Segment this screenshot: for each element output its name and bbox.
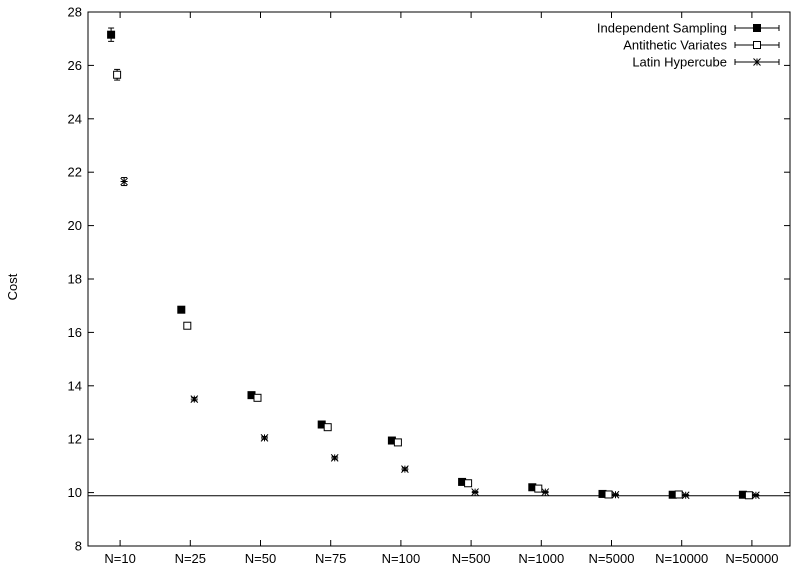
- legend-label: Antithetic Variates: [623, 38, 727, 53]
- data-point: [393, 438, 402, 447]
- data-point: [107, 30, 116, 39]
- data-point: [534, 484, 543, 493]
- x-tick-label: N=1000: [518, 551, 564, 566]
- data-point: [744, 491, 753, 500]
- x-tick-label: N=50000: [725, 551, 778, 566]
- x-tick-label: N=100: [382, 551, 421, 566]
- y-tick-label: 26: [68, 58, 82, 73]
- data-point: [464, 479, 473, 488]
- y-tick-label: 14: [68, 378, 82, 393]
- x-tick-label: N=10: [104, 551, 135, 566]
- data-point: [611, 490, 620, 499]
- data-point: [752, 491, 760, 500]
- data-point: [674, 490, 683, 499]
- data-point: [323, 423, 332, 432]
- y-tick-label: 20: [68, 218, 82, 233]
- data-point: [183, 321, 192, 330]
- y-tick-label: 22: [68, 165, 82, 180]
- y-tick-label: 12: [68, 432, 82, 447]
- data-point: [401, 465, 409, 473]
- legend-marker: [753, 58, 761, 66]
- data-point: [190, 395, 199, 404]
- x-tick-label: N=25: [175, 551, 206, 566]
- x-tick-label: N=5000: [589, 551, 635, 566]
- x-axis-ticks: N=10 N=25 N=50 N=75 N=100 N=500 N=1000 N=5000 N=…: [104, 12, 778, 566]
- y-axis-title: Cost: [5, 273, 20, 300]
- data-point: [120, 177, 128, 186]
- y-tick-label: 24: [68, 111, 82, 126]
- series-1: [107, 27, 747, 499]
- data-point: [681, 491, 690, 500]
- y-tick-label: 10: [68, 485, 82, 500]
- legend-label: Independent Sampling: [597, 21, 727, 36]
- series-layer: [107, 27, 760, 500]
- data-point: [177, 305, 186, 314]
- x-tick-label: N=50: [245, 551, 276, 566]
- data-point: [253, 393, 262, 402]
- legend-label: Latin Hypercube: [632, 55, 727, 70]
- legend: Independent Sampling Antithetic Variates L…: [597, 21, 780, 70]
- y-tick-label: 16: [68, 325, 82, 340]
- series-2: [113, 68, 753, 500]
- legend-marker: [753, 41, 761, 49]
- data-point: [541, 488, 550, 496]
- legend-marker: [753, 24, 761, 32]
- plot-border: [87, 11, 791, 547]
- plot-frame: [87, 11, 791, 547]
- y-tick-label: 28: [68, 5, 82, 20]
- x-tick-label: N=75: [315, 551, 346, 566]
- x-tick-label: N=500: [452, 551, 491, 566]
- series-3: [120, 177, 760, 500]
- y-tick-label: 8: [75, 539, 82, 554]
- data-point: [113, 70, 122, 79]
- data-point: [260, 434, 269, 442]
- data-point: [330, 454, 339, 462]
- data-point: [604, 490, 613, 499]
- y-tick-label: 18: [68, 272, 82, 287]
- x-tick-label: N=10000: [655, 551, 708, 566]
- y-axis-ticks: 8 10 12 14 16 18 20 22 24 26 28: [68, 5, 790, 554]
- data-point: [471, 488, 479, 496]
